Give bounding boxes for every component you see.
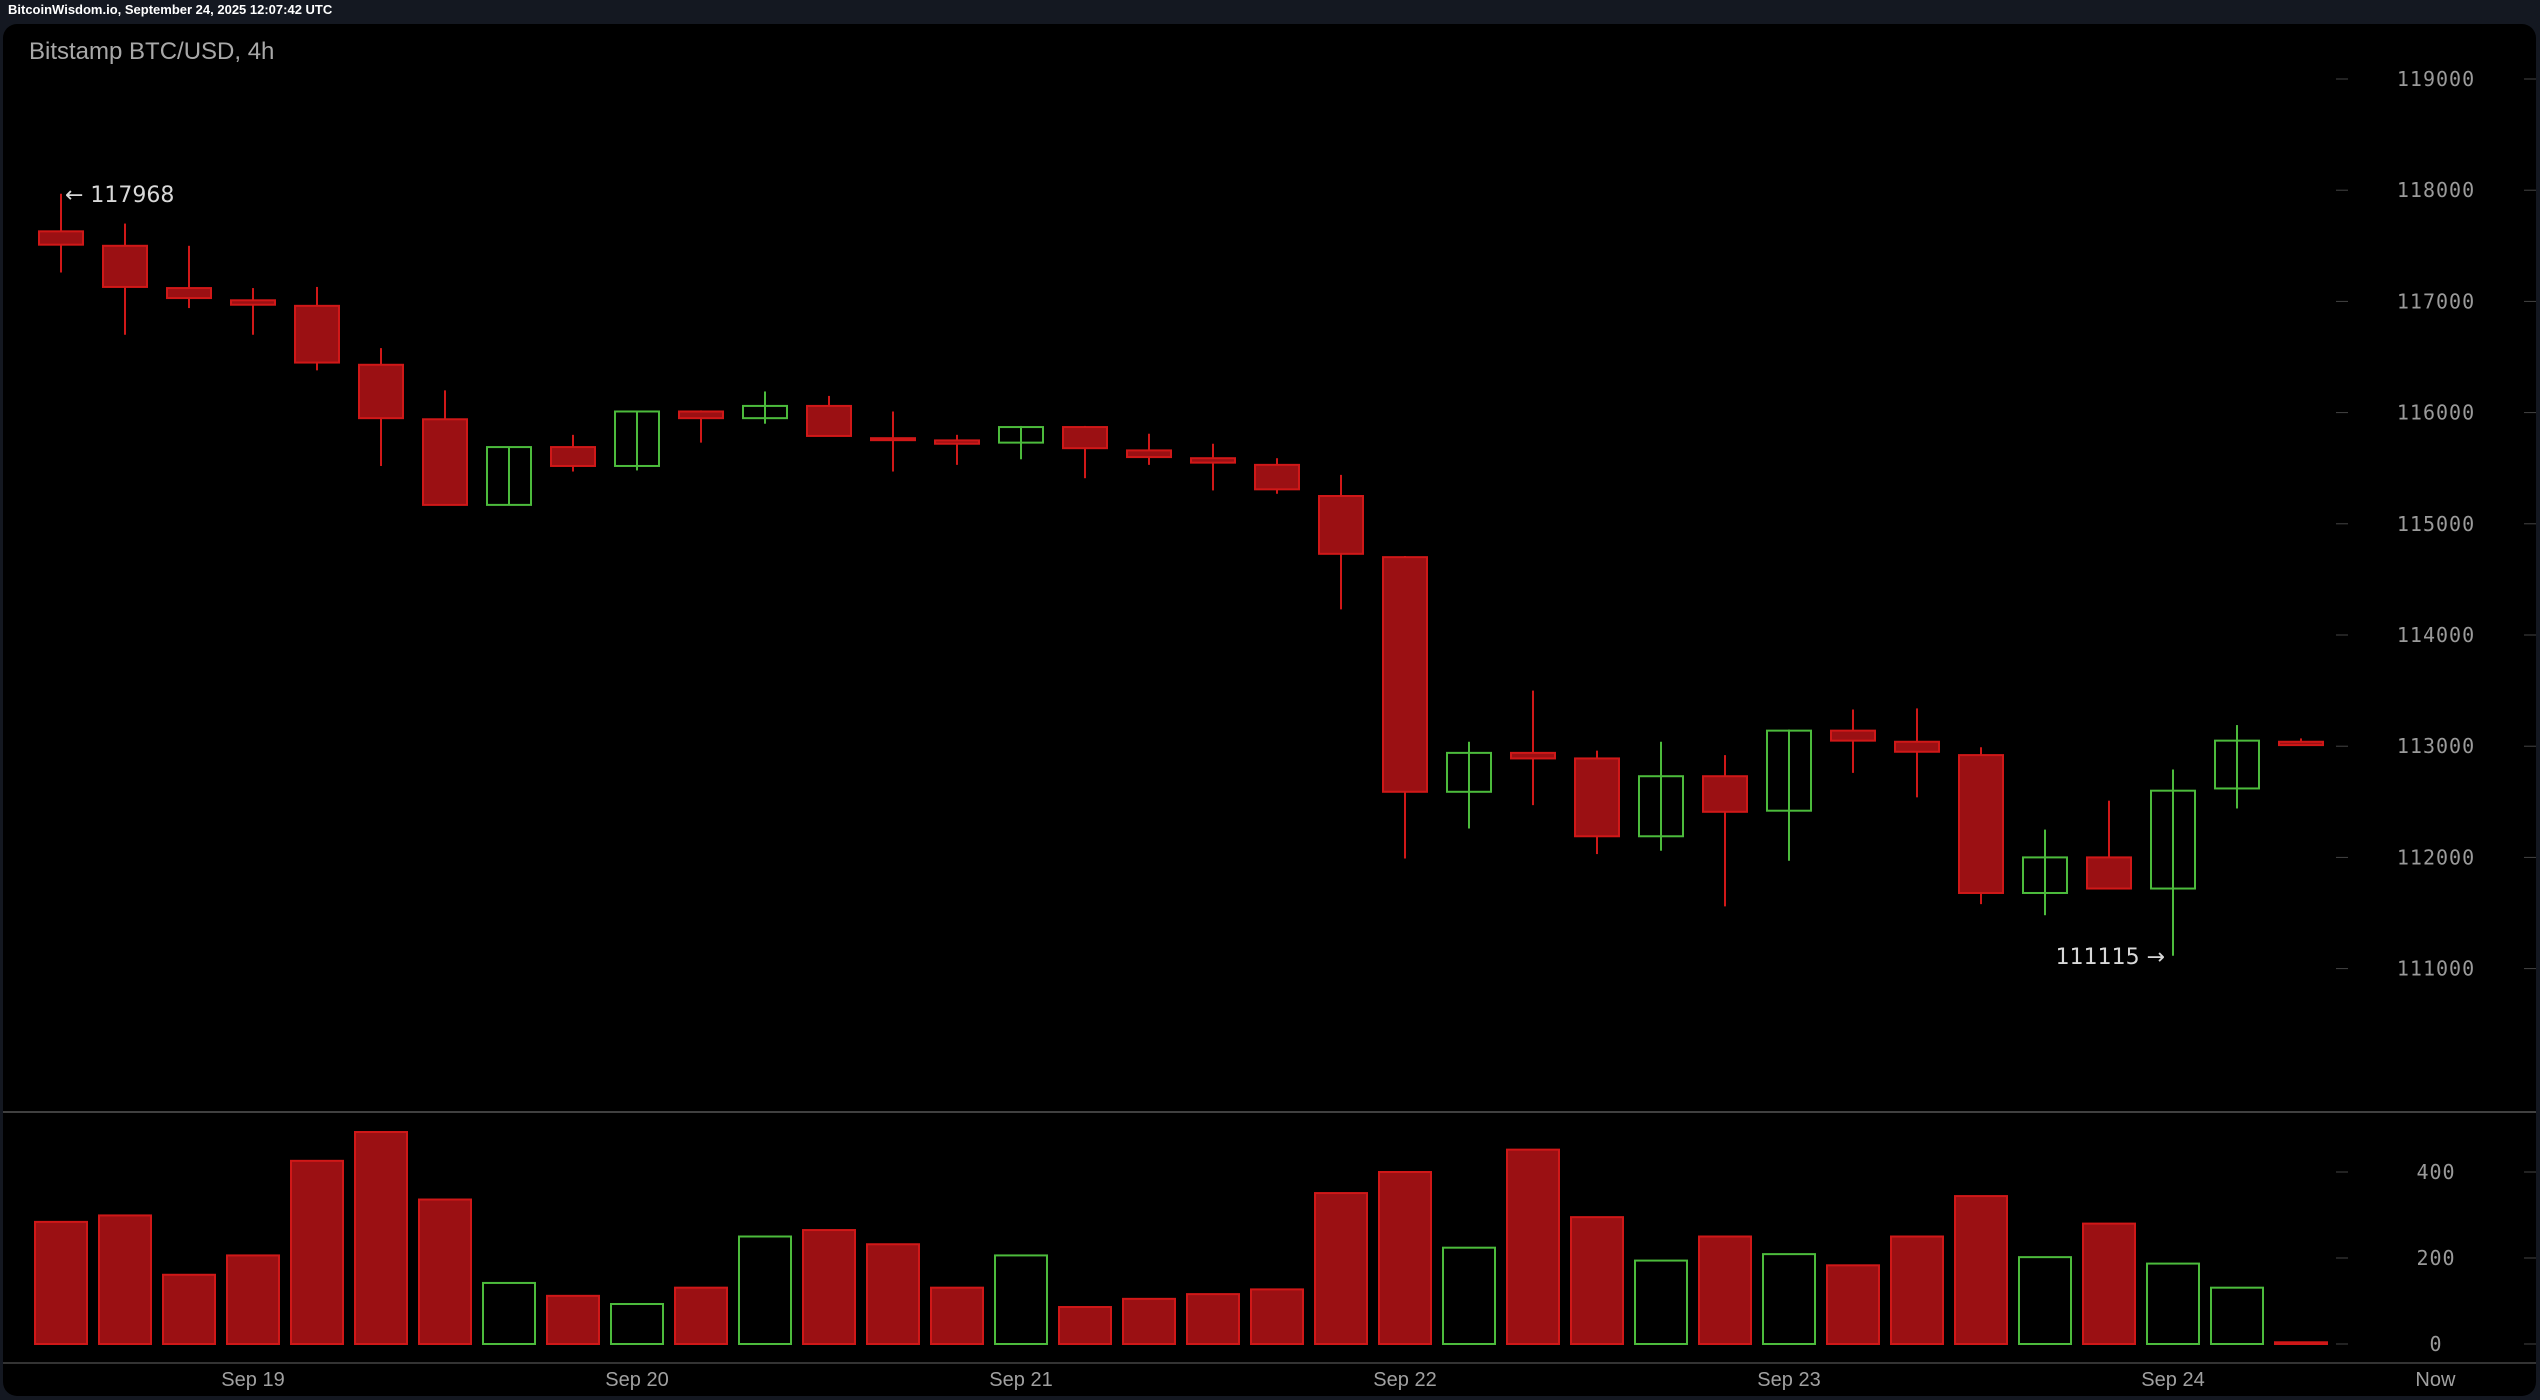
y-tick-label: 116000 (2397, 401, 2475, 425)
y-tick-label: 113000 (2397, 734, 2475, 758)
candle-body (1574, 757, 1620, 838)
candle-body (550, 446, 596, 467)
chart-title: Bitstamp BTC/USD, 4h (29, 38, 275, 65)
volume-bar (2082, 1222, 2136, 1345)
x-tick-label: Sep 19 (221, 1369, 284, 1391)
candle-body (1446, 751, 1492, 793)
candle-body (294, 304, 340, 364)
volume-bar (34, 1220, 88, 1346)
candle-body (1382, 556, 1428, 793)
volume-bar (738, 1235, 792, 1345)
candle-body (102, 244, 148, 288)
candle-body (422, 418, 468, 506)
candle-body (1126, 449, 1172, 459)
y-tick-label: 119000 (2397, 67, 2475, 91)
candle-body (358, 363, 404, 420)
volume-bar (1314, 1192, 1368, 1345)
volume-bar (418, 1198, 472, 1346)
candle-body (2086, 856, 2132, 890)
x-tick-label: Sep 24 (2141, 1369, 2204, 1391)
candle-body (2022, 856, 2068, 894)
header-timestamp: BitcoinWisdom.io, September 24, 2025 12:… (8, 2, 333, 17)
volume-bar (1250, 1288, 1304, 1346)
volume-bar (930, 1286, 984, 1346)
candle-body (998, 426, 1044, 444)
candle-body (2278, 740, 2324, 747)
candle-body (870, 437, 916, 442)
volume-bar (290, 1159, 344, 1345)
y-tick-label: 117000 (2397, 289, 2475, 313)
candle-body (934, 439, 980, 445)
volume-bar (1122, 1297, 1176, 1345)
volume-bar (1890, 1235, 1944, 1345)
candle-body (742, 404, 788, 420)
candle-body (1638, 775, 1684, 838)
volume-bar (2146, 1262, 2200, 1345)
high-annotation: ← 117968 (65, 183, 174, 208)
volume-tick-label: 0 (2429, 1332, 2442, 1356)
candle-body (2150, 789, 2196, 890)
volume-bar (1954, 1195, 2008, 1345)
candle-body (38, 230, 84, 246)
volume-bar (1826, 1264, 1880, 1346)
candle-body (166, 287, 212, 300)
candle-body (678, 410, 724, 420)
candle-body (1062, 426, 1108, 450)
volume-bar (1378, 1171, 1432, 1345)
volume-bar (482, 1281, 536, 1345)
candle-body (806, 404, 852, 437)
low-annotation: 111115 → (2056, 945, 2165, 970)
volume-tick-label: 200 (2416, 1246, 2455, 1270)
candle-body (1190, 457, 1236, 464)
volume-bar (2210, 1286, 2264, 1346)
volume-bar (2274, 1341, 2328, 1346)
x-tick-label: Sep 22 (1373, 1369, 1436, 1391)
candle-body (1766, 729, 1812, 812)
volume-bar (546, 1294, 600, 1345)
volume-bar (610, 1303, 664, 1346)
volume-bar (802, 1229, 856, 1346)
volume-bar (2018, 1256, 2072, 1346)
y-tick-label: 114000 (2397, 623, 2475, 647)
candle-body (1702, 775, 1748, 813)
volume-tick-label: 400 (2416, 1160, 2455, 1184)
volume-bar (98, 1214, 152, 1346)
chart-panel: Bitstamp BTC/USD, 4h 119000 118000 117000 1… (3, 24, 2536, 1396)
volume-bar (1186, 1293, 1240, 1345)
volume-bar (674, 1286, 728, 1346)
candle-body (1958, 754, 2004, 894)
y-tick-label: 115000 (2397, 512, 2475, 536)
candle-body (2214, 739, 2260, 790)
y-tick-label: 112000 (2397, 845, 2475, 869)
volume-bar (1634, 1259, 1688, 1345)
x-tick-label: Sep 21 (989, 1369, 1052, 1391)
volume-bar (994, 1254, 1048, 1346)
volume-bar (1762, 1253, 1816, 1346)
volume-bar (226, 1254, 280, 1346)
x-tick-label: Sep 23 (1757, 1369, 1820, 1391)
candle-body (230, 299, 276, 306)
x-tick-label: Sep 20 (605, 1369, 668, 1391)
volume-bar (162, 1273, 216, 1346)
candle-body (486, 446, 532, 506)
candle-body (1830, 729, 1876, 742)
x-tick-label: Now (2415, 1369, 2456, 1391)
volume-bar (354, 1131, 408, 1346)
candlestick-chart: 119000 118000 117000 116000 115000 114000 1130… (3, 67, 2536, 1391)
volume-bar (1058, 1306, 1112, 1346)
volume-bar (1570, 1216, 1624, 1346)
y-tick-label: 111000 (2397, 957, 2475, 981)
candle-body (1254, 463, 1300, 491)
candle-body (614, 410, 660, 467)
candle-body (1894, 740, 1940, 753)
volume-bar (1698, 1235, 1752, 1345)
volume-bar (1442, 1246, 1496, 1346)
candle-body (1318, 495, 1364, 555)
candle-body (1510, 751, 1556, 760)
y-tick-label: 118000 (2397, 178, 2475, 202)
volume-bar (1506, 1148, 1560, 1346)
volume-bar (866, 1243, 920, 1345)
